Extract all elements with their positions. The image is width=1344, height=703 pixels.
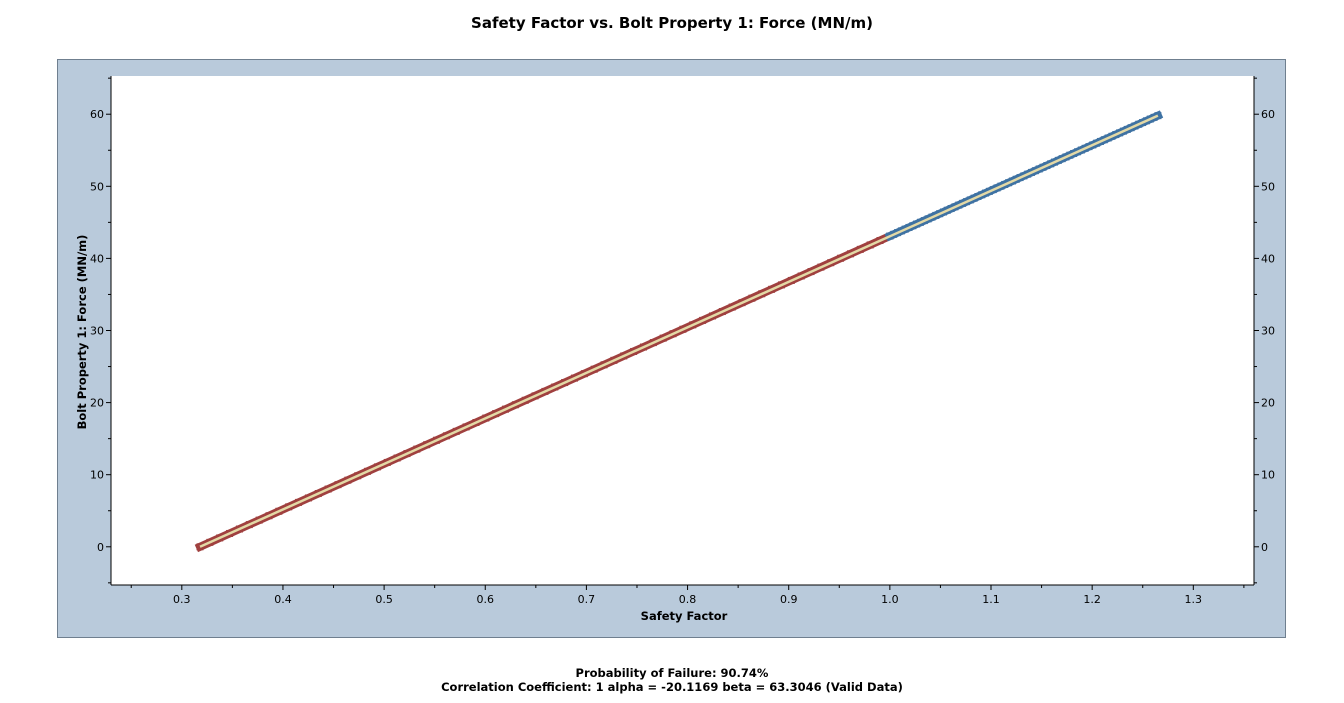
x-tick-label: 0.7 bbox=[578, 593, 596, 606]
chart-title: Safety Factor vs. Bolt Property 1: Force… bbox=[471, 14, 873, 32]
y-tick-label-left: 30 bbox=[90, 325, 104, 338]
x-tick-label: 1.2 bbox=[1083, 593, 1101, 606]
y-tick-label-left: 50 bbox=[90, 180, 104, 193]
x-tick-label: 1.0 bbox=[881, 593, 899, 606]
x-tick-label: 1.1 bbox=[982, 593, 1000, 606]
y-tick-label-right: 40 bbox=[1261, 252, 1275, 265]
x-tick-label: 0.5 bbox=[375, 593, 393, 606]
y-tick-label-right: 50 bbox=[1261, 180, 1275, 193]
x-tick-label: 1.3 bbox=[1185, 593, 1203, 606]
y-tick-label-left: 10 bbox=[90, 469, 104, 482]
x-tick-label: 0.9 bbox=[780, 593, 798, 606]
x-tick-label: 0.6 bbox=[477, 593, 495, 606]
probability-of-failure: Probability of Failure: 90.74% bbox=[575, 666, 769, 680]
x-axis-title: Safety Factor bbox=[641, 609, 728, 623]
y-tick-label-right: 10 bbox=[1261, 469, 1275, 482]
y-tick-label-right: 60 bbox=[1261, 108, 1275, 121]
chart-footer: Probability of Failure: 90.74% Correlati… bbox=[0, 666, 1344, 694]
y-tick-label-left: 40 bbox=[90, 252, 104, 265]
regression-line bbox=[199, 114, 1159, 548]
y-tick-label-right: 0 bbox=[1261, 541, 1268, 554]
y-tick-label-left: 60 bbox=[90, 108, 104, 121]
y-tick-label-left: 0 bbox=[97, 541, 104, 554]
y-tick-label-left: 20 bbox=[90, 397, 104, 410]
x-tick-label: 0.3 bbox=[173, 593, 191, 606]
x-tick-label: 0.4 bbox=[274, 593, 292, 606]
y-axis-title: Bolt Property 1: Force (MN/m) bbox=[75, 235, 89, 430]
data-series bbox=[194, 110, 1164, 553]
x-tick-label: 0.8 bbox=[679, 593, 697, 606]
correlation-coefficient: Correlation Coefficient: 1 alpha = -20.1… bbox=[441, 680, 903, 694]
y-tick-label-right: 30 bbox=[1261, 325, 1275, 338]
y-tick-label-right: 20 bbox=[1261, 397, 1275, 410]
axes: 0.3 0.4 0.5 0.6 0.7 0.8 0.9 1.0 1.1 1.2 1.3 0 0 10 10 2… bbox=[90, 76, 1275, 606]
